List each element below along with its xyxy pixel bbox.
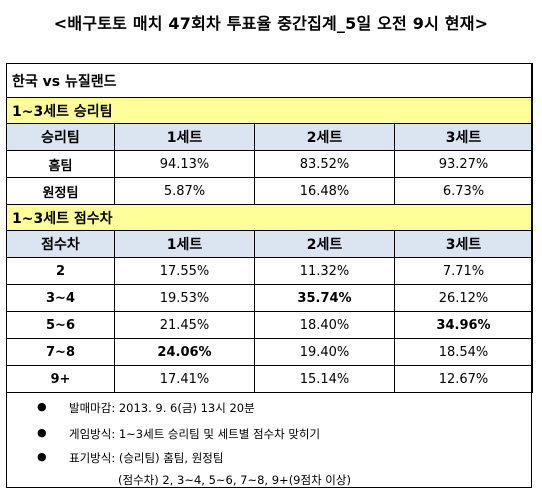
- row-label: 3~4: [6, 284, 115, 312]
- cell: 83.52%: [254, 150, 395, 178]
- table-row: 3~4 19.53% 35.74% 26.12%: [6, 284, 533, 312]
- page-title: <배구토토 매치 47회차 투표율 중간집계_5일 오전 9시 현재>: [53, 14, 489, 33]
- score-header-set2: 2세트: [254, 230, 395, 258]
- cell: 94.13%: [114, 150, 255, 178]
- table-row: 홈팀 94.13% 83.52% 93.27%: [6, 150, 533, 178]
- cell: 12.67%: [394, 365, 533, 393]
- score-header-set1: 1세트: [114, 230, 255, 258]
- cell: 19.40%: [254, 338, 395, 366]
- vote-rate-table: 한국 vs 뉴질랜드 1~3세트 승리팀 승리팀 1세트 2세트 3세트 홈팀 …: [6, 63, 533, 393]
- win-header-set3: 3세트: [394, 123, 533, 151]
- outer-frame: [6, 63, 532, 488]
- cell: 17.41%: [114, 365, 255, 393]
- note-text: 표기방식: (승리팀) 홈팀, 원정팀: [69, 451, 224, 465]
- table-row: 7~8 24.06% 19.40% 18.54%: [6, 338, 533, 366]
- win-header-row: 승리팀 1세트 2세트 3세트: [6, 123, 533, 151]
- bullet-icon: ●: [37, 450, 47, 463]
- cell: 18.54%: [394, 338, 533, 366]
- cell: 19.53%: [114, 284, 255, 312]
- row-label: 홈팀: [6, 150, 115, 178]
- cell-highlight: 34.96%: [394, 311, 533, 339]
- cell: 17.55%: [114, 257, 255, 285]
- note-text: 발매마감: 2013. 9. 6(금) 13시 20분: [69, 401, 255, 415]
- score-header-row: 점수차 1세트 2세트 3세트: [6, 230, 533, 258]
- win-header-set2: 2세트: [254, 123, 395, 151]
- win-header-label: 승리팀: [6, 123, 115, 151]
- cell: 6.73%: [394, 177, 533, 205]
- row-label: 원정팀: [6, 177, 115, 205]
- cell: 93.27%: [394, 150, 533, 178]
- table-row: 9+ 17.41% 15.14% 12.67%: [6, 365, 533, 393]
- match-title: 한국 vs 뉴질랜드: [6, 63, 533, 98]
- bullet-icon: ●: [37, 400, 47, 413]
- row-label: 9+: [6, 365, 115, 393]
- cell-highlight: 35.74%: [254, 284, 395, 312]
- note-text: 게임방식: 1~3세트 승리팀 및 세트별 점수차 맞히기: [69, 427, 321, 441]
- cell: 18.40%: [254, 311, 395, 339]
- table-row: 원정팀 5.87% 16.48% 6.73%: [6, 177, 533, 205]
- note-text: (점수차) 2, 3~4, 5~6, 7~8, 9+(9점차 이상): [118, 473, 351, 487]
- cell: 11.32%: [254, 257, 395, 285]
- score-header-set3: 3세트: [394, 230, 533, 258]
- win-header-set1: 1세트: [114, 123, 255, 151]
- win-section-title: 1~3세트 승리팀: [6, 97, 533, 124]
- bullet-icon: ●: [37, 426, 47, 439]
